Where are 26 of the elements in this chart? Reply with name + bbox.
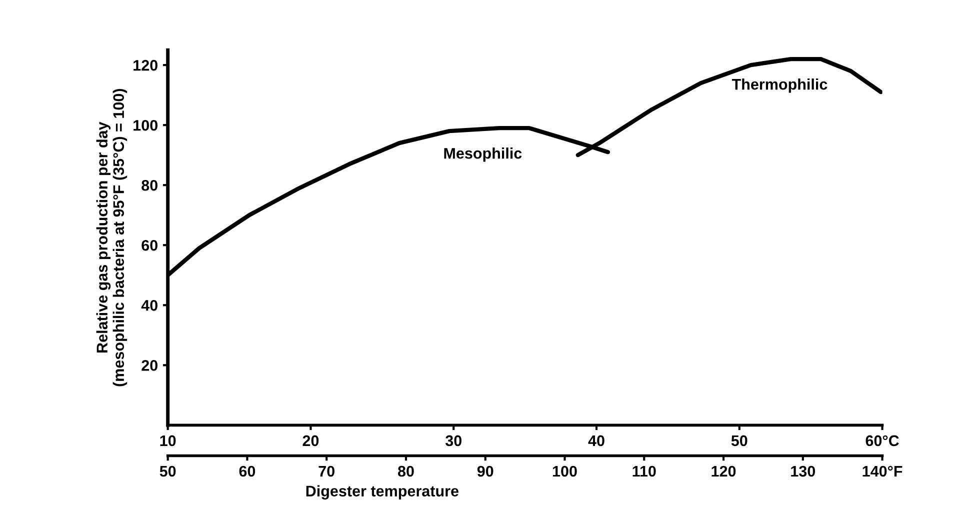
- x2-tick-label: 90: [477, 466, 494, 477]
- x2-tick-label: 80: [398, 466, 414, 477]
- x2-tick-label: 100: [552, 466, 577, 477]
- x-tick-label: 50: [731, 435, 748, 446]
- series-label: Mesophilic: [444, 148, 522, 162]
- x-tick-label: 20: [302, 435, 319, 446]
- x2-tick-label: 130: [791, 466, 816, 477]
- y-tick-label: 40: [141, 300, 158, 311]
- y-tick-label: 100: [134, 120, 158, 131]
- y-axis-title: Relative gas production per day (mesophilic bacteria at 95°F (35°C) = 100): [96, 88, 128, 386]
- x2-tick-label: 110: [632, 466, 656, 477]
- x2-tick-label: 120: [712, 466, 736, 477]
- y-tick-label: 120: [134, 60, 158, 71]
- x-tick-label: 10: [160, 435, 176, 446]
- y-tick-label: 60: [142, 240, 158, 251]
- x2-tick-label: 70: [318, 466, 334, 477]
- y-tick-label: 20: [142, 360, 158, 371]
- series-label: Thermophilic: [732, 78, 828, 93]
- x2-tick-label: 60: [239, 466, 256, 477]
- x-tick-label: 60°C: [866, 435, 899, 446]
- x-tick-label: 30: [445, 435, 462, 446]
- x-tick-label: 40: [588, 435, 604, 446]
- y-tick-label: 80: [142, 180, 158, 191]
- x2-tick-label: 140°F: [862, 466, 902, 477]
- x2-tick-label: 50: [160, 466, 176, 477]
- x-axis-title: Digester temperature: [306, 485, 458, 500]
